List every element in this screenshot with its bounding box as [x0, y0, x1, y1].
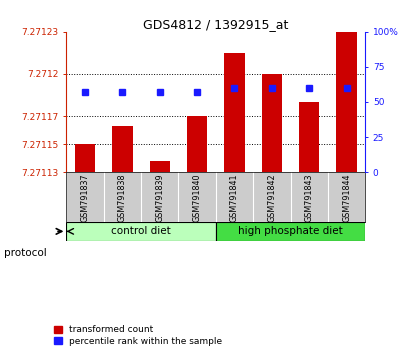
Text: protocol: protocol: [4, 248, 47, 258]
Text: GSM791844: GSM791844: [342, 173, 351, 222]
Text: control diet: control diet: [111, 226, 171, 236]
Text: GSM791840: GSM791840: [193, 173, 202, 222]
Text: GSM791841: GSM791841: [230, 173, 239, 222]
Bar: [224, 53, 245, 172]
Bar: [149, 161, 170, 172]
Title: GDS4812 / 1392915_at: GDS4812 / 1392915_at: [143, 18, 288, 31]
Text: GSM791843: GSM791843: [305, 173, 314, 222]
Text: GSM791838: GSM791838: [118, 173, 127, 222]
Text: GSM791839: GSM791839: [155, 173, 164, 222]
Bar: [336, 32, 357, 172]
Bar: [299, 102, 320, 172]
Bar: [261, 74, 282, 172]
Bar: [112, 126, 133, 172]
Legend: transformed count, percentile rank within the sample: transformed count, percentile rank withi…: [54, 325, 222, 346]
Text: high phosphate diet: high phosphate diet: [238, 226, 343, 236]
Text: GSM791842: GSM791842: [267, 173, 276, 222]
Bar: [66, 222, 216, 241]
Bar: [75, 144, 95, 172]
Bar: [216, 222, 365, 241]
Bar: [187, 116, 208, 172]
Text: GSM791837: GSM791837: [81, 173, 90, 222]
